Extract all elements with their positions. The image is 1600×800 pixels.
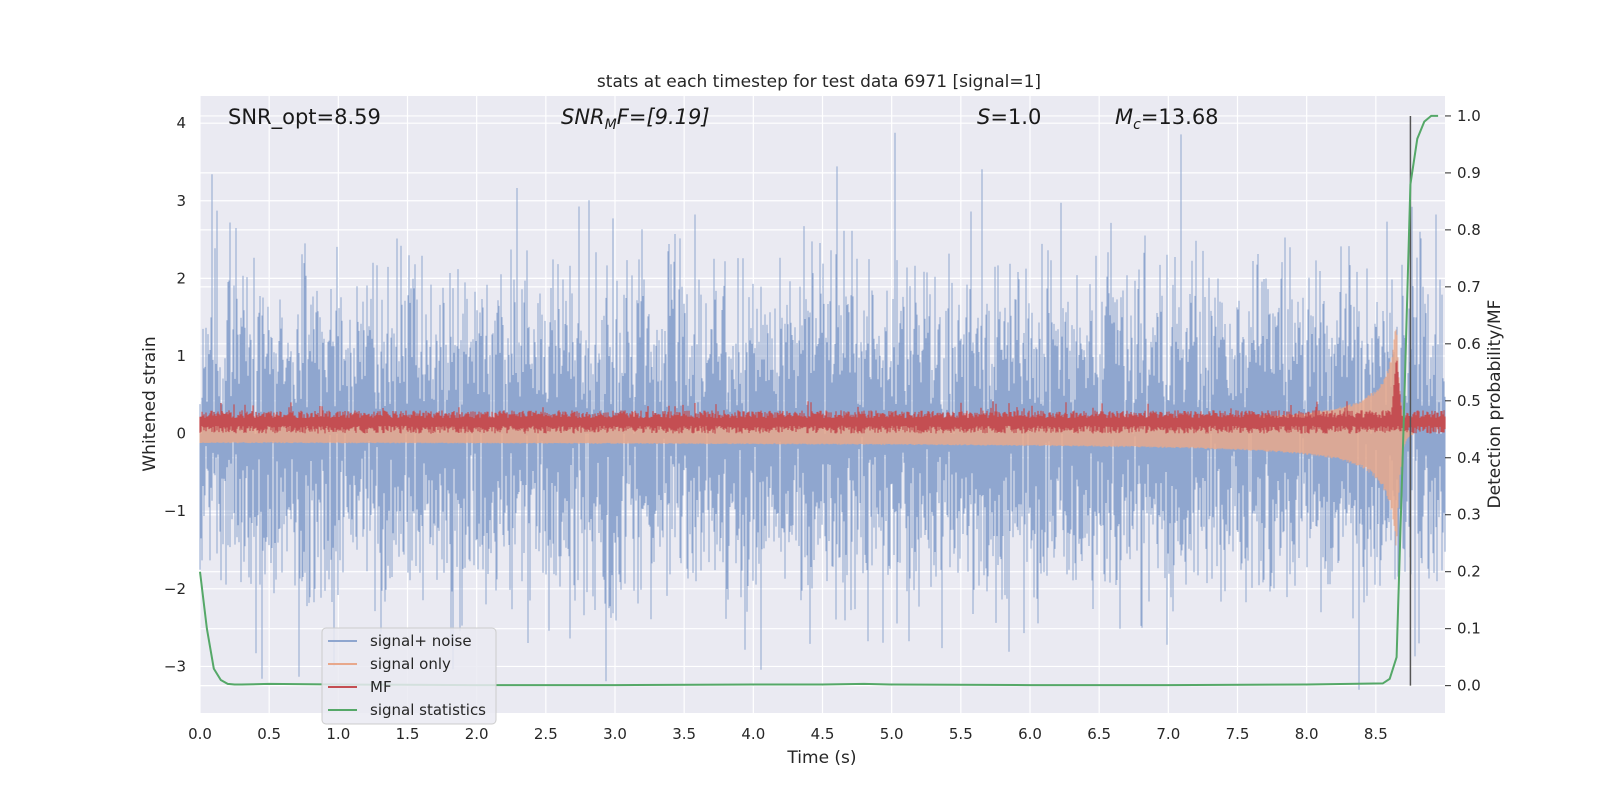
y-tick-label: −2 bbox=[164, 580, 186, 598]
y-tick-label: 0 bbox=[176, 425, 186, 443]
annotation-mc-rest: =13.68 bbox=[1141, 105, 1219, 129]
y-right-tick-label: 0.1 bbox=[1457, 620, 1481, 638]
legend-box bbox=[321, 627, 497, 725]
annotation-s: S=1.0 bbox=[977, 105, 1041, 129]
chart-title: stats at each timestep for test data 697… bbox=[597, 72, 1041, 92]
series-mf bbox=[199, 360, 1446, 434]
x-tick-label: 1.0 bbox=[326, 725, 350, 743]
y-axis-label: Whitened strain bbox=[140, 336, 160, 471]
y-right-tick-label: 0.8 bbox=[1457, 221, 1481, 239]
x-tick-label: 3.0 bbox=[603, 725, 627, 743]
x-tick-label: 4.5 bbox=[811, 725, 835, 743]
y-tick-label: −1 bbox=[164, 502, 186, 520]
annotation-s-rest: =1.0 bbox=[990, 105, 1041, 129]
y-tick-label: −3 bbox=[164, 657, 186, 675]
y-tick-label: 4 bbox=[176, 114, 186, 132]
annotation-snr-mf: SNRMF=[9.19] bbox=[561, 105, 710, 133]
y-tick-label: 3 bbox=[176, 192, 186, 210]
annotation-mc: Mc=13.68 bbox=[1115, 105, 1219, 133]
x-tick-label: 6.5 bbox=[1087, 725, 1111, 743]
y-right-tick-label: 0.6 bbox=[1457, 335, 1481, 353]
y-axis-left: 4 3 2 1 0 −1 −2 −3 bbox=[164, 114, 186, 675]
x-tick-label: 0.0 bbox=[188, 725, 212, 743]
y-right-tick-label: 0.7 bbox=[1457, 278, 1481, 296]
x-tick-label: 3.5 bbox=[672, 725, 696, 743]
x-tick-label: 8.0 bbox=[1295, 725, 1319, 743]
x-tick-label: 8.5 bbox=[1364, 725, 1388, 743]
y-right-tick-label: 0.2 bbox=[1457, 563, 1481, 581]
x-tick-label: 2.0 bbox=[465, 725, 489, 743]
legend-label-mf: MF bbox=[370, 678, 392, 696]
legend: signal+ noise signal only MF signal stat… bbox=[321, 627, 497, 725]
x-tick-label: 7.0 bbox=[1156, 725, 1180, 743]
plot-series bbox=[199, 114, 1446, 690]
y-axis-right: 1.0 0.9 0.8 0.7 0.6 0.5 0.4 0.3 0.2 0.1 0.0 bbox=[1445, 107, 1481, 695]
x-tick-label: 7.5 bbox=[1226, 725, 1250, 743]
legend-label-signal-only: signal only bbox=[370, 655, 451, 673]
y-axis-right-label: Detection probability/MF bbox=[1485, 300, 1505, 509]
legend-label-signal-statistics: signal statistics bbox=[370, 701, 486, 719]
y-tick-label: 2 bbox=[176, 269, 186, 287]
y-tick-label: 1 bbox=[176, 347, 186, 365]
annotation-s-main: S bbox=[977, 105, 990, 129]
y-right-tick-label: 0.4 bbox=[1457, 449, 1481, 467]
y-right-tick-label: 1.0 bbox=[1457, 107, 1481, 125]
annotation-snr-mf-main: SNR bbox=[561, 105, 605, 129]
x-tick-label: 5.0 bbox=[880, 725, 904, 743]
x-tick-label: 6.0 bbox=[1018, 725, 1042, 743]
y-right-tick-label: 0.0 bbox=[1457, 677, 1481, 695]
annotation-mc-main: M bbox=[1115, 105, 1133, 129]
series-signal-only bbox=[199, 329, 1414, 546]
y-right-tick-label: 0.3 bbox=[1457, 506, 1481, 524]
y-right-tick-label: 0.9 bbox=[1457, 164, 1481, 182]
x-axis-label: Time (s) bbox=[786, 748, 856, 768]
legend-label-signal-noise: signal+ noise bbox=[370, 632, 472, 650]
x-tick-label: 2.5 bbox=[534, 725, 558, 743]
x-tick-label: 5.5 bbox=[949, 725, 973, 743]
series-signal-statistics bbox=[199, 114, 1439, 687]
annotation-mc-sub: c bbox=[1133, 117, 1141, 133]
x-tick-label: 4.0 bbox=[741, 725, 765, 743]
annotation-snr-opt: SNR_opt=8.59 bbox=[228, 105, 381, 130]
annotation-snr-mf-sub: M bbox=[605, 117, 617, 133]
y-right-tick-label: 0.5 bbox=[1457, 392, 1481, 410]
x-tick-label: 0.5 bbox=[257, 725, 281, 743]
x-axis: 0.0 0.5 1.0 1.5 2.0 2.5 3.0 3.5 4.0 4.5 5.0 5.5 6.0 6… bbox=[188, 725, 1388, 743]
annotation-snr-mf-rest: F=[9.19] bbox=[617, 105, 710, 129]
x-tick-label: 1.5 bbox=[396, 725, 420, 743]
